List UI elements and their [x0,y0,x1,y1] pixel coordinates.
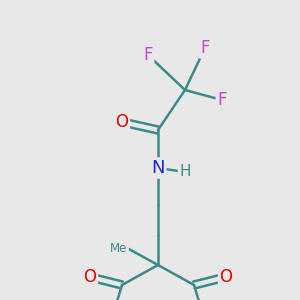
Text: F: F [217,91,227,109]
Text: N: N [151,159,165,177]
Text: O: O [83,268,97,286]
Text: O: O [220,268,232,286]
Text: Me: Me [110,242,128,254]
Text: H: H [179,164,191,179]
Text: F: F [200,39,210,57]
Text: F: F [143,46,153,64]
Text: O: O [116,113,128,131]
